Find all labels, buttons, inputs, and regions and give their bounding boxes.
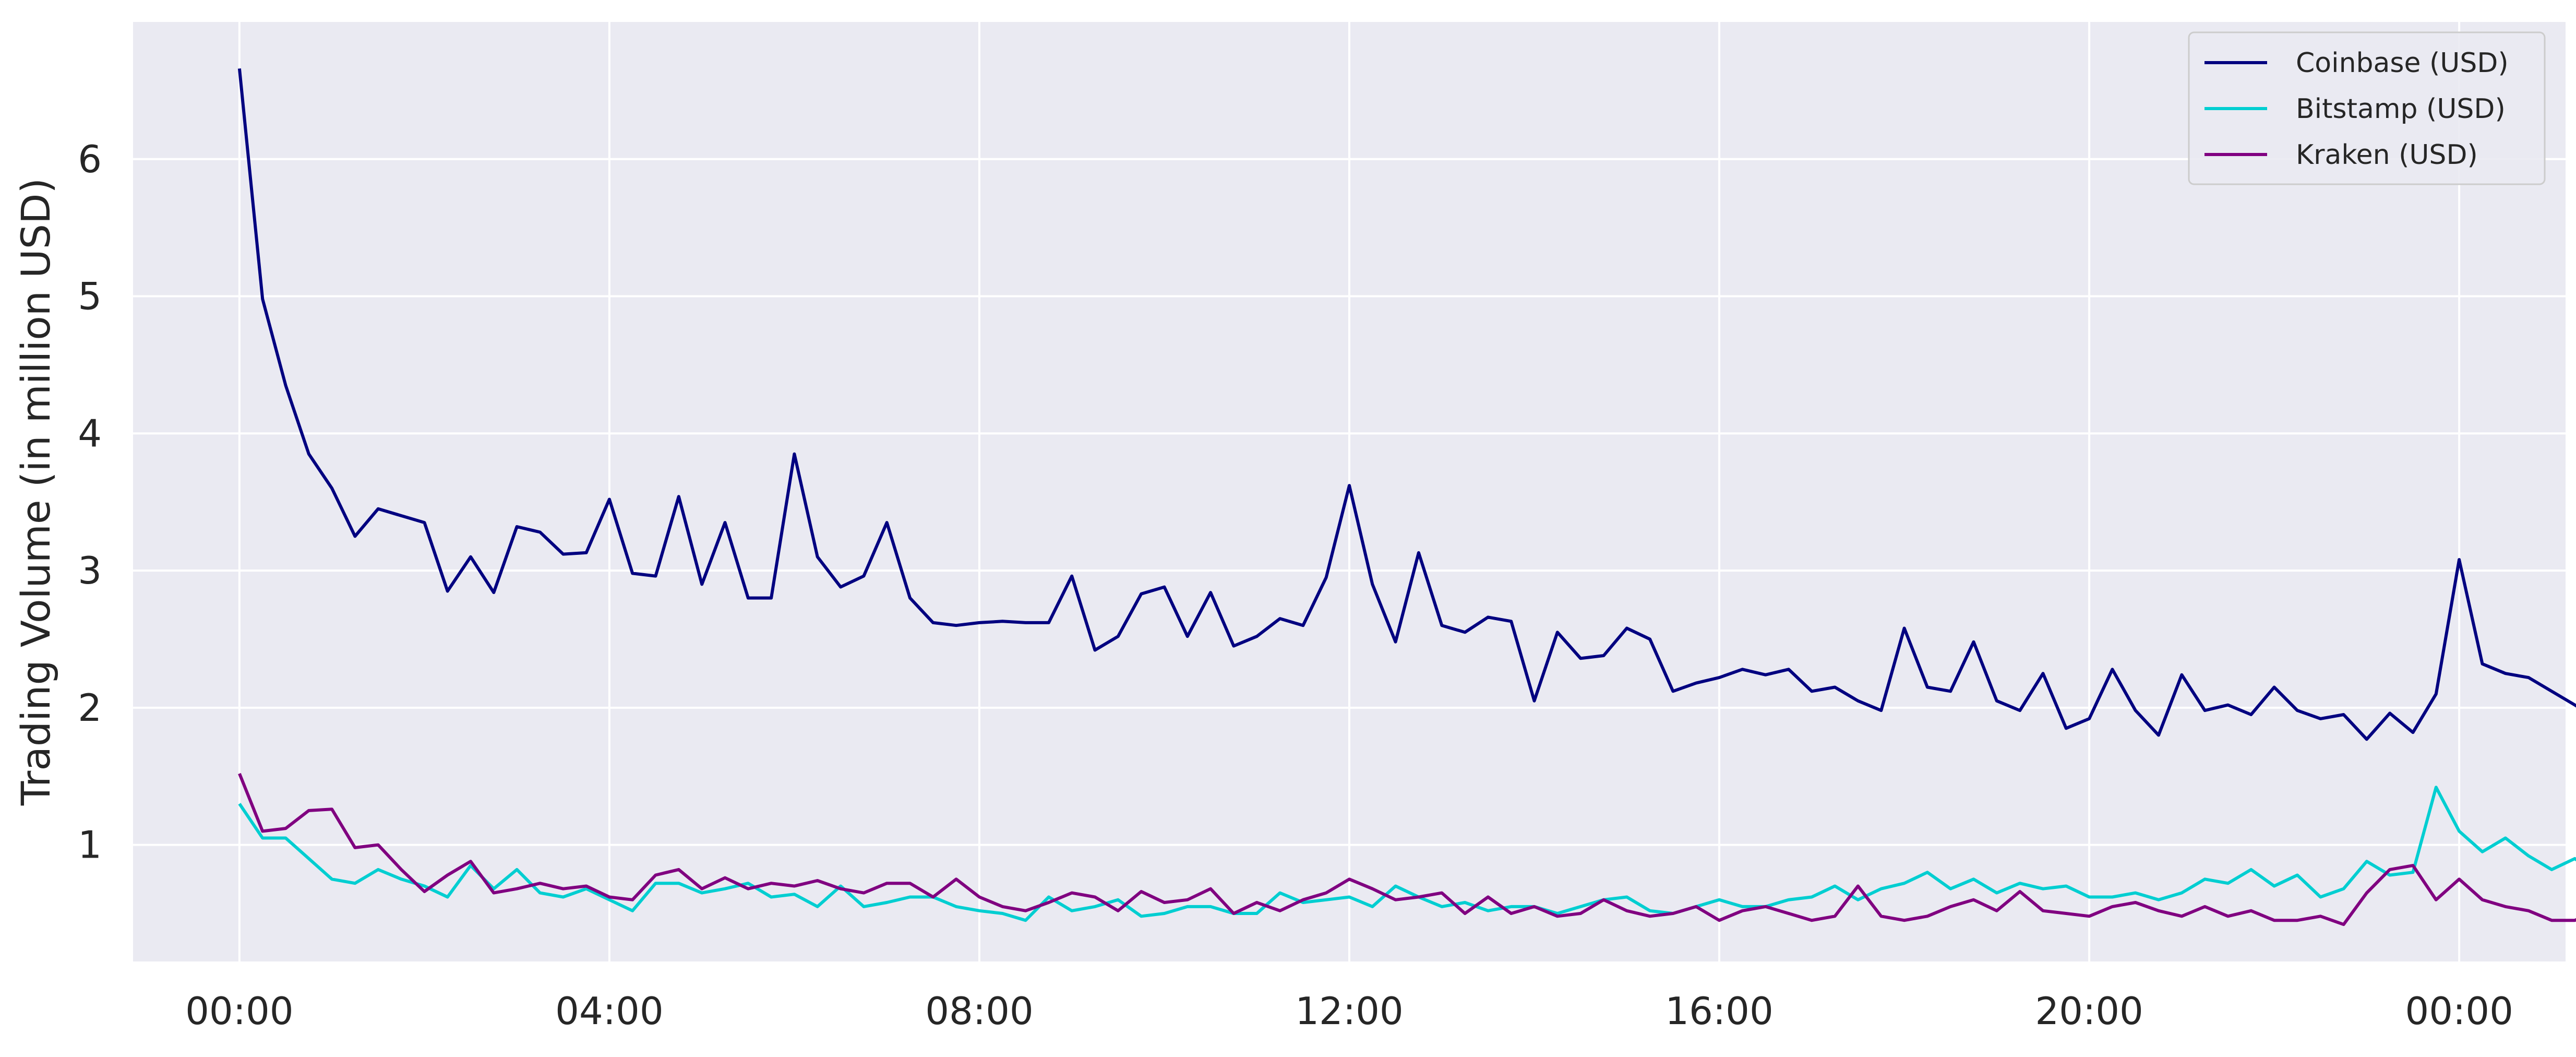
x-tick-label: 08:00 — [925, 989, 1034, 1033]
y-axis-label: Trading Volume (in million USD) — [13, 178, 59, 806]
legend: Coinbase (USD) Bitstamp (USD) Kraken (USD) — [2188, 31, 2546, 185]
y-tick-label: 1 — [78, 823, 102, 867]
y-tick-label: 3 — [78, 549, 102, 592]
series-line-bitstamp — [238, 786, 2576, 922]
legend-label-kraken: Kraken (USD) — [2296, 139, 2478, 171]
legend-label-bitstamp: Bitstamp (USD) — [2296, 93, 2506, 125]
y-tick-label: 4 — [78, 411, 102, 455]
series-line-coinbase — [237, 68, 2576, 741]
y-axis-ticks: 1 2 3 4 5 6 — [78, 137, 102, 867]
series-lines — [237, 68, 2576, 927]
x-tick-label: 04:00 — [555, 989, 664, 1033]
x-tick-label: 20:00 — [2035, 989, 2143, 1033]
legend-box — [2188, 31, 2546, 185]
x-tick-label: 16:00 — [1665, 989, 1774, 1033]
legend-label-coinbase: Coinbase (USD) — [2296, 47, 2509, 79]
y-tick-label: 5 — [78, 275, 102, 318]
y-tick-label: 2 — [78, 686, 102, 730]
x-tick-label: 12:00 — [1295, 989, 1404, 1033]
series-line-kraken — [238, 773, 2576, 927]
x-tick-label: 00:00 — [185, 989, 294, 1033]
grid-lines — [133, 22, 2566, 961]
x-tick-label: 00:00 — [2405, 989, 2513, 1033]
y-tick-label: 6 — [78, 137, 102, 181]
x-axis-ticks: 00:00 04:00 08:00 12:00 16:00 20:00 00:00 — [185, 989, 2513, 1033]
